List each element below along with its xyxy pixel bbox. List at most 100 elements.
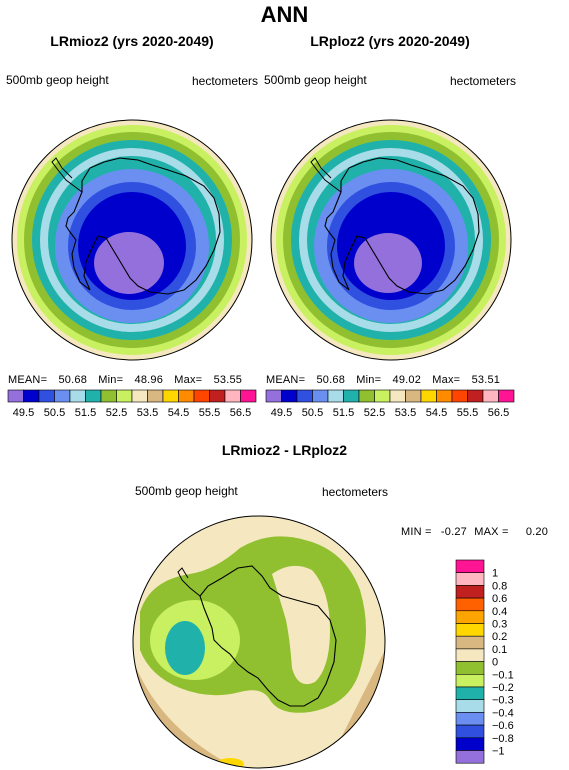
- diff-max-label: MAX =: [474, 526, 509, 538]
- colorbar-tick-label: 50.5: [302, 407, 323, 419]
- colorbar-tick-label: −1: [492, 746, 505, 758]
- colorbar-tick-label: 56.5: [230, 407, 251, 419]
- panel1-colorbar: 49.5 50.5 51.5 52.5 53.5 54.5 55.5 56.5: [7, 389, 257, 419]
- colorbar-swatch: [265, 389, 282, 403]
- colorbar-tick-label: −0.8: [492, 733, 514, 745]
- panel2-mean-value: 50.68: [316, 374, 346, 386]
- diff-min-value: -0.27: [440, 526, 467, 538]
- colorbar-swatch: [455, 648, 485, 662]
- colorbar-tick-label: 55.5: [457, 407, 478, 419]
- colorbar-tick-label: 0.4: [492, 606, 507, 618]
- colorbar-swatch: [100, 389, 117, 403]
- colorbar-tick-label: 49.5: [271, 407, 292, 419]
- colorbar-tick-label: 51.5: [75, 407, 96, 419]
- antarctic-peninsula-outline: [177, 567, 201, 597]
- colorbar-tick-label: −0.4: [492, 707, 514, 719]
- colorbar-swatch: [224, 389, 241, 403]
- antarctica-coastline: [199, 565, 337, 707]
- colorbar-tick-label: 0.1: [492, 644, 507, 656]
- colorbar-swatch: [69, 389, 86, 403]
- colorbar-swatch: [38, 389, 55, 403]
- colorbar-swatch: [455, 686, 485, 700]
- colorbar-swatch: [455, 673, 485, 688]
- panel2-units-label: hectometers: [450, 74, 517, 88]
- panel2-max-value: 53.51: [471, 374, 501, 386]
- colorbar-swatch: [358, 389, 375, 403]
- diff-title: LRmioz2 - LRploz2: [221, 442, 348, 458]
- colorbar-swatch: [327, 389, 344, 403]
- colorbar-swatch: [482, 389, 499, 403]
- panel2-min-label: Min=: [356, 374, 382, 386]
- colorbar-swatch: [455, 724, 485, 739]
- panel2-polar-map: [271, 120, 511, 360]
- colorbar-swatch: [455, 635, 485, 650]
- diff-colorbar: 10.80.60.40.30.20.10−0.1−0.2−0.3−0.4−0.6…: [455, 559, 514, 764]
- colorbar-swatch: [455, 585, 485, 599]
- page-title: ANN: [260, 2, 309, 27]
- colorbar-swatch: [281, 389, 298, 403]
- colorbar-tick-label: 54.5: [426, 407, 447, 419]
- contour-minimum: [94, 232, 164, 294]
- panel1-min-value: 48.96: [134, 374, 164, 386]
- panel1-min-label: Min=: [98, 374, 124, 386]
- colorbar-swatch: [193, 389, 210, 403]
- colorbar-swatch: [147, 389, 164, 403]
- panel2-min-value: 49.02: [392, 374, 422, 386]
- panel1-variable-label: 500mb geop height: [6, 73, 109, 87]
- panel1-mean-label: MEAN=: [8, 374, 48, 386]
- colorbar-swatch: [498, 389, 515, 403]
- colorbar-swatch: [389, 389, 406, 403]
- colorbar-swatch: [455, 623, 485, 637]
- diff-positive-spot: [216, 758, 244, 768]
- colorbar-tick-label: 0: [492, 657, 498, 669]
- diff-units-label: hectometers: [322, 485, 389, 499]
- colorbar-tick-label: 53.5: [137, 407, 158, 419]
- panel2-stats: MEAN= 50.68 Min= 49.02 Max= 53.51: [266, 374, 500, 386]
- colorbar-tick-label: −0.6: [492, 720, 514, 732]
- colorbar-swatch: [405, 389, 422, 403]
- colorbar-tick-label: 55.5: [199, 407, 220, 419]
- panel1-max-label: Max=: [174, 374, 203, 386]
- contour-minimum: [354, 233, 422, 293]
- colorbar-swatch: [455, 559, 485, 573]
- panel1-map-border: [11, 119, 253, 361]
- colorbar-tick-label: 51.5: [333, 407, 354, 419]
- panel1-max-value: 53.55: [213, 374, 243, 386]
- colorbar-swatch: [7, 389, 24, 403]
- colorbar-swatch: [455, 712, 485, 726]
- colorbar-swatch: [455, 750, 485, 764]
- colorbar-swatch: [455, 610, 485, 624]
- diff-max-value: 0.20: [525, 526, 549, 538]
- colorbar-swatch: [312, 389, 329, 403]
- colorbar-tick-label: 52.5: [106, 407, 127, 419]
- colorbar-tick-label: 1: [492, 568, 498, 580]
- colorbar-swatch: [162, 389, 179, 403]
- antarctic-peninsula-outline: [51, 157, 83, 193]
- diff-min-label: MIN =: [401, 526, 432, 538]
- panel2-map-border: [270, 119, 512, 361]
- antarctica-coastline: [324, 157, 480, 295]
- diff-map-border: [132, 515, 386, 769]
- panel1-mean-value: 50.68: [58, 374, 88, 386]
- colorbar-swatch: [131, 389, 148, 403]
- colorbar-swatch: [374, 389, 391, 403]
- colorbar-swatch: [436, 389, 453, 403]
- colorbar-tick-label: −0.3: [492, 695, 514, 707]
- colorbar-tick-label: 56.5: [488, 407, 509, 419]
- panel2-colorbar: 49.5 50.5 51.5 52.5 53.5 54.5 55.5 56.5: [265, 389, 515, 419]
- diff-variable-label: 500mb geop height: [135, 484, 238, 498]
- colorbar-swatch: [455, 661, 485, 675]
- colorbar-swatch: [455, 699, 485, 713]
- panel1-title: LRmioz2 (yrs 2020-2049): [50, 33, 214, 49]
- colorbar-swatch: [209, 389, 226, 403]
- colorbar-swatch: [455, 597, 485, 612]
- panel1-units-label: hectometers: [192, 74, 259, 88]
- colorbar-tick-label: 50.5: [44, 407, 65, 419]
- colorbar-swatch: [420, 389, 437, 403]
- colorbar-swatch: [54, 389, 71, 403]
- colorbar-swatch: [343, 389, 360, 403]
- colorbar-swatch: [23, 389, 40, 403]
- colorbar-swatch: [85, 389, 102, 403]
- colorbar-tick-label: 0.2: [492, 631, 507, 643]
